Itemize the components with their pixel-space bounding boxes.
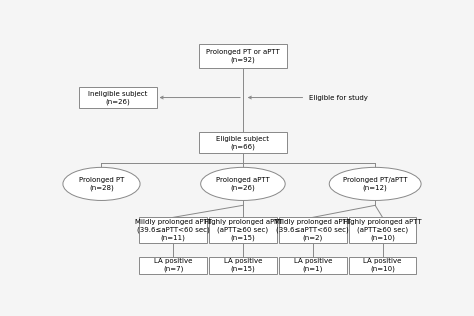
Ellipse shape <box>329 167 421 200</box>
FancyBboxPatch shape <box>139 257 207 274</box>
Text: Prolonged PT/aPTT
(n=12): Prolonged PT/aPTT (n=12) <box>343 177 408 191</box>
Text: Highly prolonged aPTT
(aPTT≥60 sec)
(n=15): Highly prolonged aPTT (aPTT≥60 sec) (n=1… <box>204 219 282 241</box>
Text: LA positive
(n=1): LA positive (n=1) <box>293 258 332 272</box>
FancyBboxPatch shape <box>209 257 277 274</box>
FancyBboxPatch shape <box>279 257 346 274</box>
Text: Mildly prolonged aPTT
(39.6≤aPTT<60 sec)
(n=11): Mildly prolonged aPTT (39.6≤aPTT<60 sec)… <box>135 219 211 241</box>
FancyBboxPatch shape <box>279 217 346 243</box>
Text: Prolonged PT or aPTT
(n=92): Prolonged PT or aPTT (n=92) <box>206 49 280 63</box>
Text: LA positive
(n=10): LA positive (n=10) <box>364 258 401 272</box>
Text: Prolonged PT
(n=28): Prolonged PT (n=28) <box>79 177 124 191</box>
FancyBboxPatch shape <box>80 87 156 108</box>
Ellipse shape <box>63 167 140 200</box>
FancyBboxPatch shape <box>199 131 287 154</box>
Text: Eligible subject
(n=66): Eligible subject (n=66) <box>217 136 269 149</box>
FancyBboxPatch shape <box>348 257 417 274</box>
Text: LA positive
(n=7): LA positive (n=7) <box>154 258 192 272</box>
Text: Eligible for study: Eligible for study <box>309 94 368 100</box>
Text: Ineligible subject
(n=26): Ineligible subject (n=26) <box>88 90 148 105</box>
Text: LA positive
(n=15): LA positive (n=15) <box>224 258 262 272</box>
Text: Prolonged aPTT
(n=26): Prolonged aPTT (n=26) <box>216 177 270 191</box>
Ellipse shape <box>201 167 285 200</box>
Text: Mildly prolonged aPTT
(39.6≤aPTT<60 sec)
(n=2): Mildly prolonged aPTT (39.6≤aPTT<60 sec)… <box>274 219 351 241</box>
FancyBboxPatch shape <box>199 44 287 68</box>
Text: Highly prolonged aPTT
(aPTT≥60 sec)
(n=10): Highly prolonged aPTT (aPTT≥60 sec) (n=1… <box>343 219 422 241</box>
FancyBboxPatch shape <box>348 217 417 243</box>
FancyBboxPatch shape <box>209 217 277 243</box>
FancyBboxPatch shape <box>139 217 207 243</box>
